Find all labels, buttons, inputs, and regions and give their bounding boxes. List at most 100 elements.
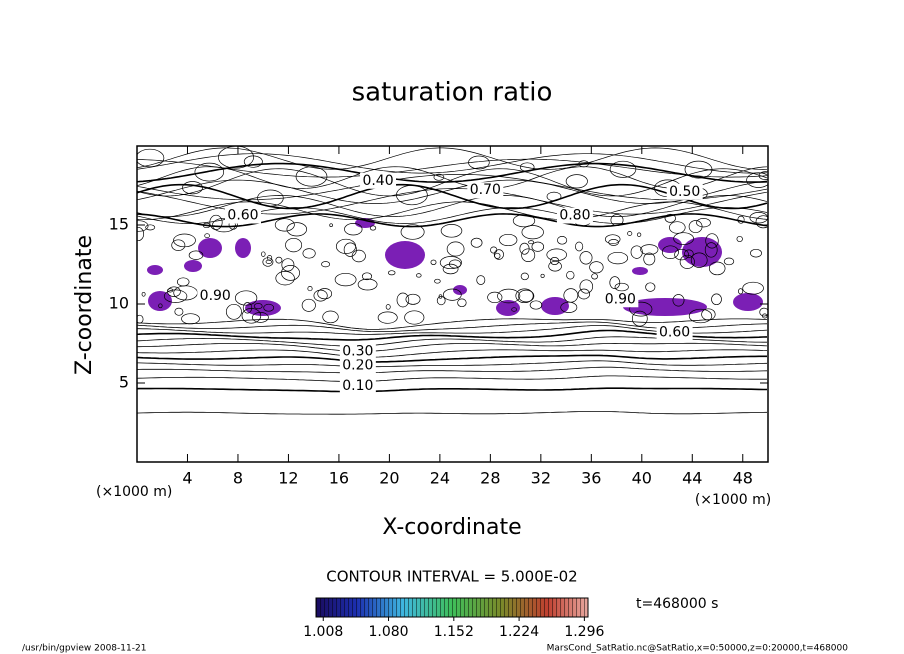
contour-label-bg [339,343,376,360]
contour-label: 0.90 [200,288,231,304]
contour-loop [614,282,629,292]
contour-line [137,387,767,393]
contour-line [137,162,768,183]
contour-loop [643,252,656,266]
contour-loop [400,224,425,240]
contour-loop [578,160,589,168]
contour-loop [274,218,295,232]
contour-loop [357,278,378,291]
contour-loop [225,303,242,320]
contour-loop [579,251,593,265]
x-tick-label: 40 [632,469,652,488]
shaded-region [147,265,163,275]
contour-loop [321,261,331,268]
contour-label: 0.70 [470,182,501,198]
contour-loop [711,293,722,306]
shaded-region [245,300,281,316]
contour-loop [690,252,708,268]
contour-label-bg [339,378,376,395]
contour-loop [575,241,584,252]
contour-loop [167,288,174,293]
contour-label-bg [656,324,693,341]
contour-loop [334,272,357,287]
contour-loop [436,296,446,306]
contour-loop [457,298,467,308]
contour-line [137,183,768,210]
contour-labels: 0.10 0.200.30 0.40 0.50 0.60 0.70 0.80 0.90 0.90… [197,172,703,395]
contour-loop [243,155,263,168]
contour-loop [669,221,686,234]
contour-loop [476,275,486,285]
x-tick-label: 44 [682,469,702,488]
contour-loop [546,248,567,262]
contour-loop [631,310,648,327]
contour-loop [182,181,203,195]
contour-loop [439,256,462,270]
contour-loop [286,222,308,237]
contour-loop [708,261,726,276]
contour-label-bg [467,182,504,199]
shaded-region [733,293,763,311]
contour-loop [549,257,560,265]
contour-label-bg [556,207,593,224]
contour-line [137,147,768,170]
contour-loop [242,302,253,314]
contour-loop [679,254,695,269]
chart-title: saturation ratio [352,78,553,108]
contour-loop [511,307,517,312]
contour-loop [377,311,398,324]
contour-line [137,179,768,204]
shaded-region [453,285,467,295]
x-tick-label: 24 [430,469,450,488]
contour-loop [252,312,269,323]
shaded-region [658,237,682,253]
contour-label: 0.60 [659,324,690,340]
contour-loop [640,244,659,255]
contour-loop [519,162,535,172]
contour-loop [212,217,236,233]
contour-loop [468,155,490,170]
contour-line [137,318,768,330]
contour-loop [560,301,578,313]
contour-line [137,158,768,178]
contour-loop [674,248,689,261]
contour-loop [234,290,258,306]
colorbar-tick-label: 1.080 [368,624,408,640]
contour-loop [329,223,333,228]
contour-loop [661,245,679,259]
contour-line [137,153,768,174]
contour-loop [746,172,768,188]
contour-loop [335,238,357,254]
contour-loop [607,251,629,265]
contour-loop [608,239,619,246]
contour-loop [343,242,357,257]
contour-line [137,195,768,217]
contour-loop [531,241,545,252]
contour-loop [579,279,594,294]
contour-label-bg [360,172,397,189]
footer-right: MarsCond_SatRatio.nc@SatRatio,x=0:50000,… [547,644,849,654]
contour-loop [540,273,545,278]
x-axis-label: X-coordinate [382,515,521,540]
contour-line [137,354,767,363]
contour-loop [591,273,598,280]
contour-loop [566,270,575,280]
contour-loop [557,236,568,245]
contour-loop [673,232,694,245]
contour-loop [577,288,591,300]
contour-loop [361,272,373,281]
shaded-region [682,237,722,267]
contour-loop [145,224,156,231]
contour-loop [176,277,190,287]
contour-loop [275,271,295,286]
contour-loop [565,174,588,189]
contour-loop [684,249,694,258]
contour-line [137,360,768,368]
x-tick-label: 36 [581,469,601,488]
contour-label-bg [602,291,639,308]
contour-loop [171,239,186,251]
contour-loop [645,282,656,292]
contour-loop [404,310,425,325]
contour-loop [385,304,391,310]
